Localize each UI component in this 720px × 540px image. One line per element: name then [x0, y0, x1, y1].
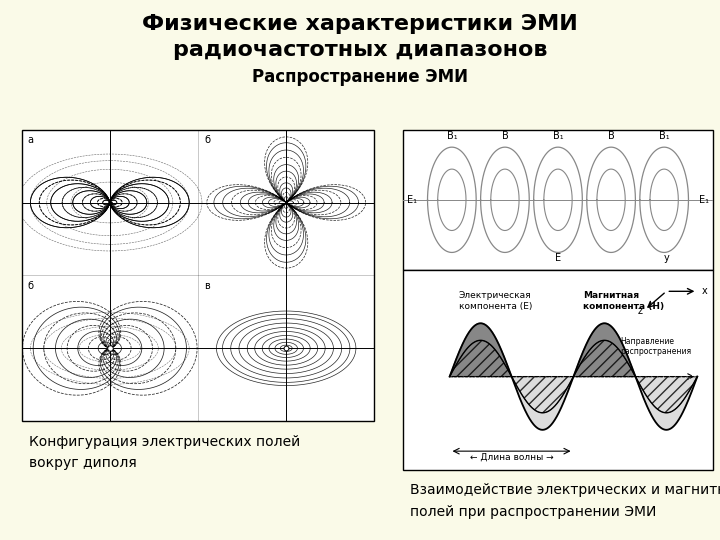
- Text: B₁: B₁: [553, 131, 563, 141]
- Text: B: B: [502, 131, 508, 141]
- Text: Физические характеристики ЭМИ: Физические характеристики ЭМИ: [142, 14, 578, 33]
- Text: полей при распространении ЭМИ: полей при распространении ЭМИ: [410, 505, 657, 519]
- Text: x: x: [702, 286, 708, 296]
- Text: Магнитная
компонента (H): Магнитная компонента (H): [582, 291, 664, 310]
- Text: E₁: E₁: [407, 195, 417, 205]
- Text: B₁: B₁: [446, 131, 457, 141]
- Text: B₁: B₁: [659, 131, 670, 141]
- Text: Электрическая
компонента (E): Электрическая компонента (E): [459, 291, 532, 310]
- Text: B: B: [608, 131, 614, 141]
- Text: ← Длина волны →: ← Длина волны →: [469, 452, 554, 461]
- Text: E: E: [555, 253, 561, 263]
- Text: z: z: [637, 306, 642, 316]
- Text: вокруг диполя: вокруг диполя: [29, 456, 137, 470]
- Text: y: y: [664, 253, 669, 262]
- Text: Направление
распространения: Направление распространения: [620, 336, 691, 356]
- Bar: [403, 130, 713, 270]
- Text: б: б: [28, 280, 34, 291]
- Text: в: в: [204, 280, 210, 291]
- Text: Распространение ЭМИ: Распространение ЭМИ: [252, 68, 468, 85]
- Text: a: a: [28, 134, 34, 145]
- Text: б: б: [204, 134, 210, 145]
- Text: E₁: E₁: [699, 195, 709, 205]
- Text: Взаимодействие электрических и магнитных: Взаимодействие электрических и магнитных: [410, 483, 720, 497]
- Text: радиочастотных диапазонов: радиочастотных диапазонов: [173, 40, 547, 60]
- Bar: [403, 270, 713, 470]
- Text: Конфигурация электрических полей: Конфигурация электрических полей: [29, 435, 300, 449]
- Bar: [22, 130, 374, 421]
